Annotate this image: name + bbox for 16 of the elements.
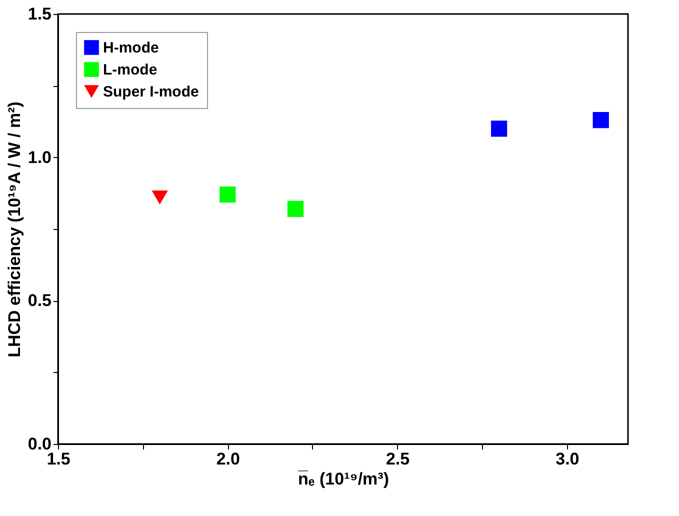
y-tick-label: 1.0 bbox=[28, 148, 52, 167]
y-tick-label: 1.5 bbox=[28, 4, 52, 24]
legend-label: L-mode bbox=[103, 62, 158, 78]
y-axis-title: LHCD efficiency (10¹⁹A / W / m²) bbox=[4, 102, 24, 358]
legend-label: H-mode bbox=[103, 40, 159, 56]
point bbox=[152, 190, 168, 204]
point bbox=[491, 120, 508, 137]
x-tick-label: 2.0 bbox=[216, 450, 240, 468]
point bbox=[592, 112, 609, 128]
x-axis-title: n̅ₑ (10¹⁹/m³) bbox=[298, 470, 389, 488]
point bbox=[220, 186, 236, 203]
legend-label: Super I-mode bbox=[103, 84, 199, 100]
x-tick-label: 2.5 bbox=[386, 450, 410, 468]
point bbox=[287, 200, 304, 217]
x-tick-label: 3.0 bbox=[556, 450, 580, 468]
y-tick-label: 0.5 bbox=[28, 291, 52, 310]
